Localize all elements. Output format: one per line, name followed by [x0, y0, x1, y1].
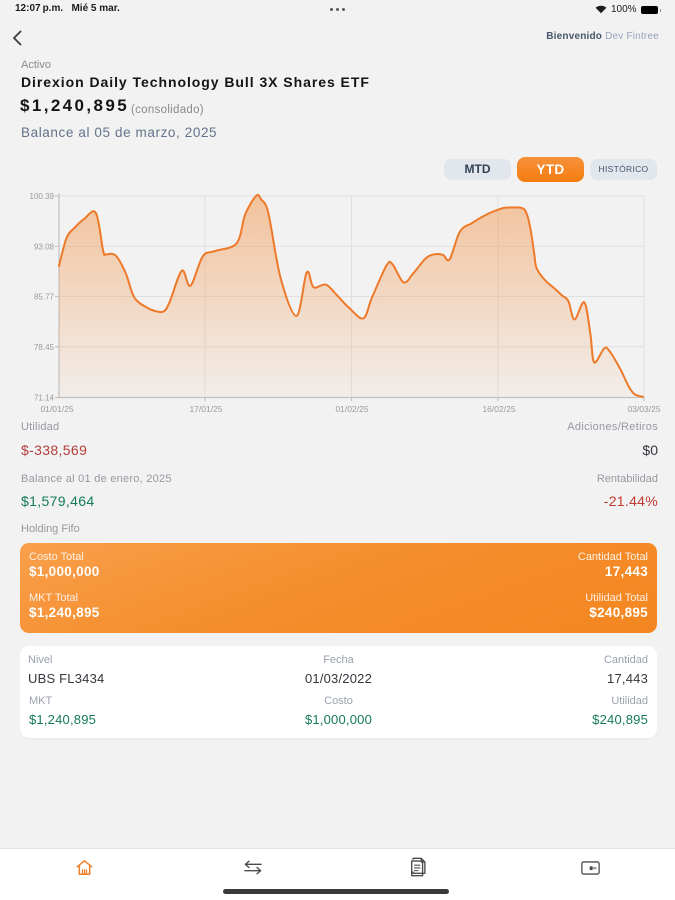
svg-text:17/01/25: 17/01/25 — [189, 404, 222, 414]
svg-text:01/02/25: 01/02/25 — [335, 404, 368, 414]
svg-text:93.08: 93.08 — [34, 242, 55, 251]
svg-text:78.45: 78.45 — [34, 343, 55, 352]
svg-text:16/02/25: 16/02/25 — [482, 404, 515, 414]
svg-text:71.14: 71.14 — [34, 394, 55, 403]
svg-text:100.39: 100.39 — [30, 192, 55, 201]
svg-text:01/01/25: 01/01/25 — [40, 404, 73, 414]
svg-text:85.77: 85.77 — [34, 293, 55, 302]
svg-text:03/03/25: 03/03/25 — [627, 404, 660, 414]
